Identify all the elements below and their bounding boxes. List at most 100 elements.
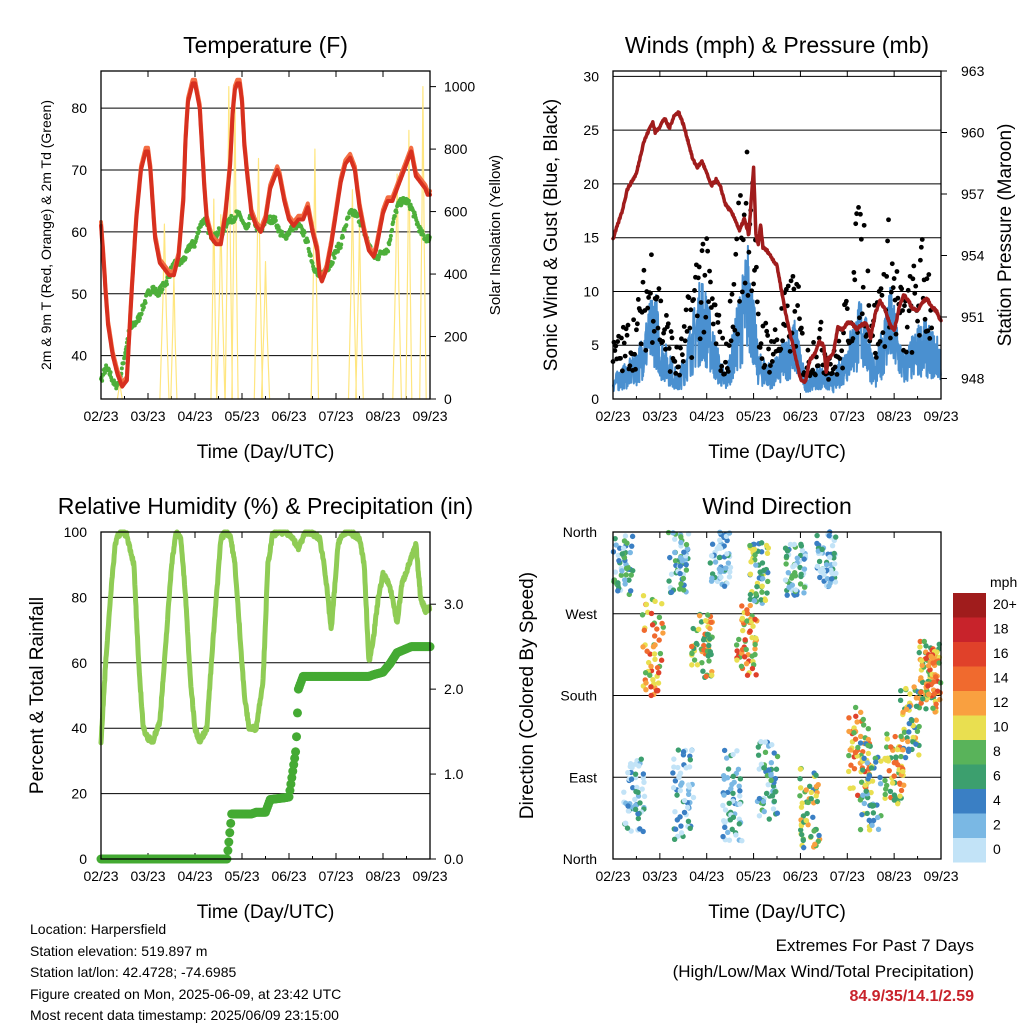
gust-point — [785, 283, 791, 289]
direction-point — [918, 700, 924, 706]
gust-point — [852, 277, 858, 283]
dewpoint-point — [143, 300, 148, 305]
direction-point — [615, 588, 621, 594]
x-tick-label: 08/23 — [877, 408, 912, 424]
direction-point — [810, 814, 816, 820]
gust-point — [843, 298, 849, 304]
gust-point — [728, 338, 734, 344]
direction-point — [720, 833, 726, 840]
gust-point — [764, 328, 770, 334]
direction-point — [619, 551, 625, 557]
y-axis-label: Direction (Colored By Speed) — [517, 572, 538, 819]
gust-point — [811, 340, 816, 345]
gust-point — [924, 276, 930, 282]
legend-label: 14 — [993, 670, 1009, 686]
gust-point — [880, 330, 886, 336]
x-tick-label: 05/23 — [736, 868, 771, 884]
legend-label: 20+ — [993, 596, 1017, 612]
gust-point — [865, 268, 871, 274]
gust-point — [673, 370, 679, 376]
gust-point — [739, 289, 745, 295]
direction-point — [637, 826, 643, 832]
gust-point — [718, 368, 724, 374]
direction-point — [850, 785, 856, 791]
x-tick-label: 06/23 — [271, 868, 306, 884]
direction-point — [828, 567, 834, 574]
direction-point — [678, 539, 684, 546]
gust-point — [698, 300, 704, 305]
dewpoint-point — [273, 215, 278, 220]
direction-point — [639, 612, 646, 618]
direction-point — [652, 598, 658, 605]
direction-point — [730, 751, 736, 758]
gust-point — [688, 307, 694, 313]
gust-point — [729, 291, 735, 297]
gust-point — [797, 316, 802, 322]
direction-point — [729, 826, 735, 833]
direction-point — [762, 739, 768, 745]
gust-point — [769, 359, 775, 364]
direction-point — [855, 744, 861, 751]
direction-point — [923, 655, 930, 662]
direction-point — [625, 565, 631, 571]
gust-point — [715, 320, 721, 325]
direction-point — [690, 794, 697, 801]
gust-point — [648, 290, 653, 296]
direction-point — [612, 569, 619, 575]
direction-point — [656, 614, 663, 621]
direction-point — [853, 713, 859, 719]
dewpoint-point — [276, 225, 281, 230]
gust-point — [633, 366, 638, 372]
gust-point — [768, 363, 773, 368]
gust-point — [922, 316, 928, 322]
direction-point — [897, 697, 904, 703]
gust-point — [700, 241, 706, 247]
direction-point — [736, 783, 742, 789]
gust-point — [643, 347, 649, 353]
y2-tick-label: 0.0 — [444, 851, 464, 867]
direction-point — [668, 571, 675, 577]
x-tick-label: 05/23 — [224, 868, 259, 884]
dewpoint-point — [344, 223, 349, 228]
direction-point — [882, 755, 888, 762]
gust-point — [854, 211, 860, 217]
direction-point — [820, 568, 827, 574]
gust-point — [851, 270, 857, 275]
gust-point — [910, 276, 916, 282]
direction-point — [773, 766, 780, 772]
dewpoint-point — [108, 370, 113, 375]
y-tick-label: 5 — [591, 337, 599, 353]
direction-point — [677, 563, 684, 569]
direction-point — [797, 827, 804, 833]
direction-point — [901, 729, 908, 735]
direction-point — [691, 657, 698, 663]
direction-point — [884, 736, 891, 742]
direction-point — [866, 827, 873, 833]
plot-frame — [612, 70, 942, 400]
direction-point — [761, 808, 767, 815]
y2-axis-label: Solar Insolation (Yellow) — [487, 155, 504, 315]
direction-point — [670, 530, 676, 536]
gust-point — [656, 286, 662, 292]
direction-point — [765, 545, 772, 551]
legend-label: 6 — [993, 768, 1001, 784]
dewpoint-point — [192, 244, 197, 249]
direction-point — [629, 764, 635, 771]
gust-point — [853, 221, 859, 227]
gust-point — [832, 364, 838, 370]
gust-point — [817, 326, 823, 332]
direction-point — [670, 770, 676, 776]
gust-point — [884, 274, 890, 279]
precipitation-point — [292, 708, 302, 718]
direction-point — [632, 771, 639, 777]
gust-point — [858, 236, 864, 242]
direction-point — [744, 672, 751, 678]
gust-point — [735, 331, 741, 337]
direction-point — [676, 774, 682, 781]
direction-point — [816, 558, 823, 565]
gust-point — [744, 149, 750, 155]
x-tick-label: 09/23 — [412, 408, 447, 424]
direction-point — [909, 717, 915, 723]
dewpoint-point — [308, 253, 313, 258]
direction-point — [749, 665, 756, 672]
